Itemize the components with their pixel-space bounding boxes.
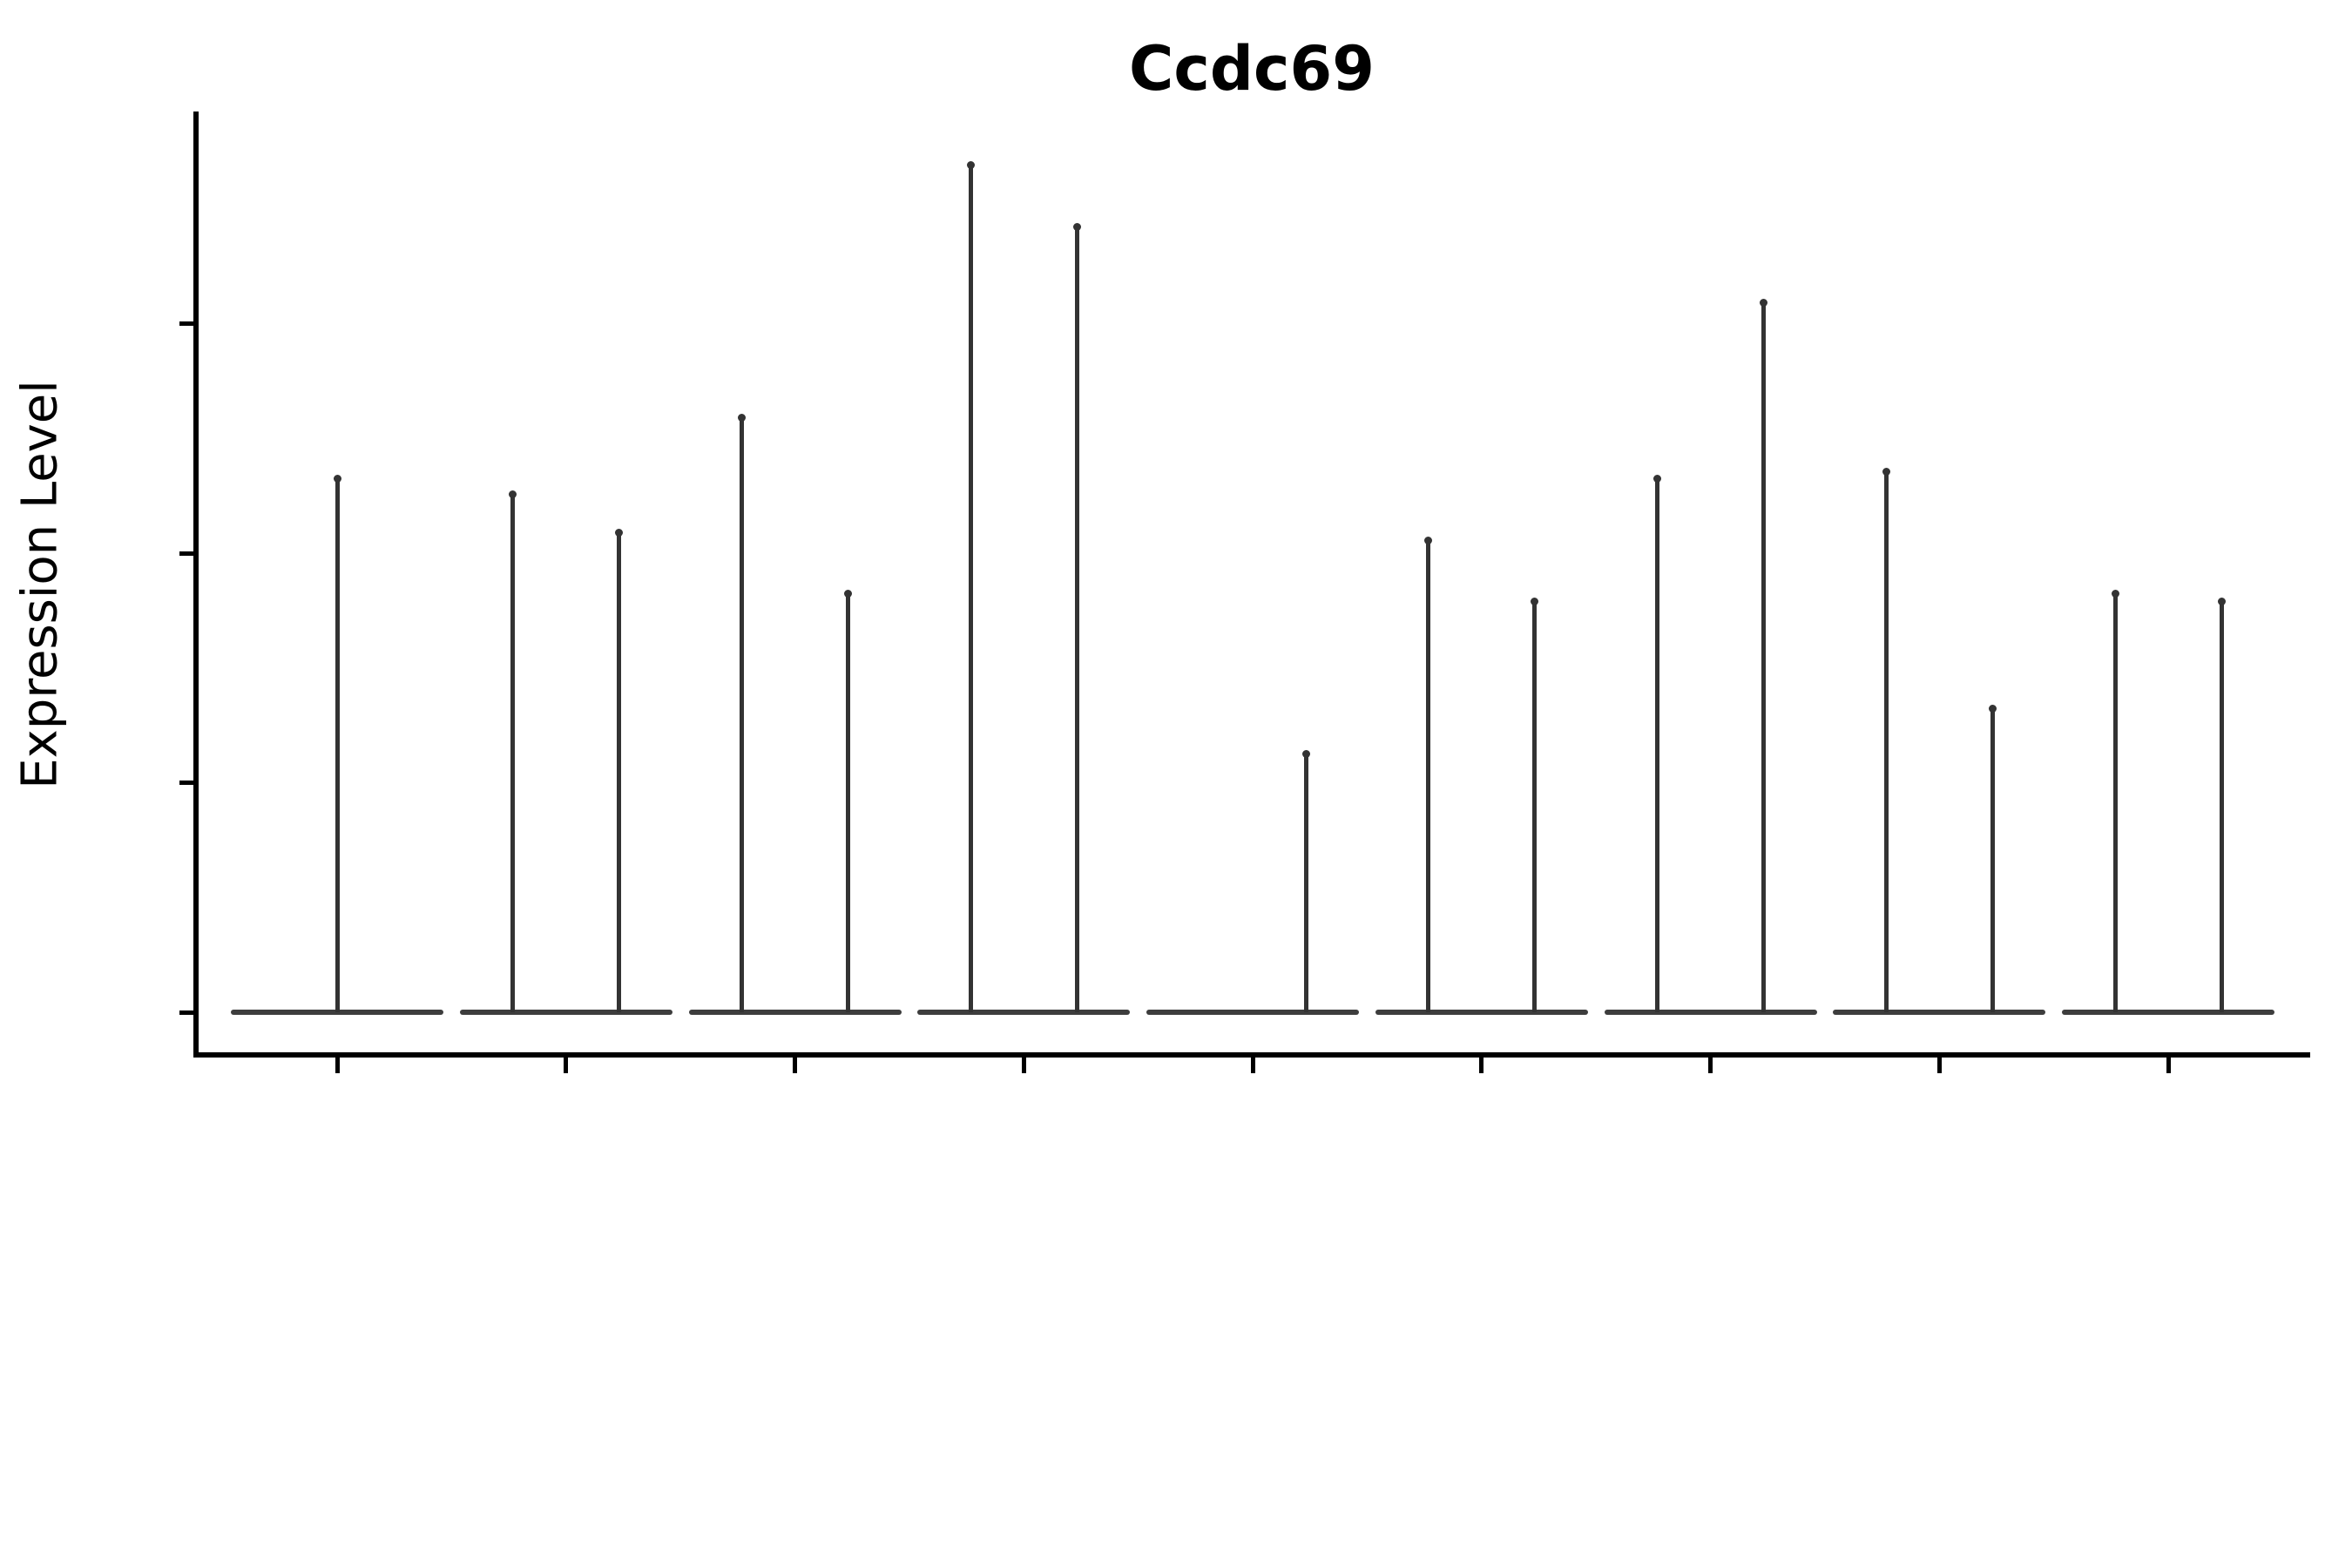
x-tick-mark xyxy=(1708,1058,1713,1073)
x-tick-mark xyxy=(2166,1058,2171,1073)
violin-spike xyxy=(1883,469,1889,1012)
x-tick-mark xyxy=(1936,1058,1942,1073)
violin-base xyxy=(2062,1010,2274,1015)
violin-spike-cap xyxy=(2111,590,2119,598)
violin-spike xyxy=(1074,224,1079,1012)
violin-base xyxy=(459,1010,672,1015)
y-tick-mark xyxy=(179,781,193,786)
violin-spike-cap xyxy=(2217,597,2226,605)
x-tick-mark xyxy=(1250,1058,1255,1073)
violin-spike-cap xyxy=(1301,750,1310,759)
violin-spike xyxy=(617,530,622,1012)
violin-spike-cap xyxy=(1424,536,1433,544)
violin-spike-cap xyxy=(844,590,852,598)
y-tick-mark xyxy=(179,1010,193,1015)
violin-spike xyxy=(968,163,973,1012)
x-axis-spine xyxy=(193,1052,2310,1058)
y-tick-mark xyxy=(179,321,193,327)
violin-base xyxy=(1375,1010,1588,1015)
violin-spike xyxy=(1426,537,1431,1012)
violin-spike-cap xyxy=(1882,467,1890,476)
violin-base xyxy=(1146,1010,1359,1015)
violin-spike xyxy=(2219,598,2224,1012)
violin-spike xyxy=(1532,598,1538,1012)
violin-spike xyxy=(2112,591,2118,1012)
violin-spike xyxy=(1655,476,1659,1012)
violin-spike-cap xyxy=(1531,597,1539,605)
violin-spike-cap xyxy=(509,490,517,498)
violin-spike-cap xyxy=(738,414,746,422)
y-axis-title: Expression Level xyxy=(11,380,69,789)
violin-spike xyxy=(510,491,516,1012)
violin-base xyxy=(231,1010,443,1015)
violin-spike-cap xyxy=(1653,475,1661,483)
violin-base xyxy=(1833,1010,2046,1015)
x-tick-mark xyxy=(1021,1058,1026,1073)
violin-base xyxy=(917,1010,1131,1015)
violin-spike xyxy=(1303,752,1308,1012)
violin-spike xyxy=(335,476,340,1012)
chart-title: Ccdc69 xyxy=(1129,33,1375,105)
violin-spike xyxy=(846,591,850,1012)
violin-spike-cap xyxy=(1988,704,1997,713)
y-axis-spine xyxy=(193,112,199,1058)
violin-spike-cap xyxy=(615,528,624,537)
x-tick-mark xyxy=(335,1058,340,1073)
x-tick-mark xyxy=(564,1058,569,1073)
violin-spike xyxy=(740,416,744,1012)
violin-spike-cap xyxy=(1760,299,1767,308)
violin-base xyxy=(1604,1010,1817,1015)
violin-spike xyxy=(1761,301,1766,1012)
violin-base xyxy=(688,1010,902,1015)
x-tick-mark xyxy=(1479,1058,1484,1073)
violin-spike xyxy=(1990,706,1995,1012)
violin-spike-cap xyxy=(1072,222,1081,231)
violin-spike-cap xyxy=(333,475,341,483)
x-tick-mark xyxy=(793,1058,797,1073)
violin-spike-cap xyxy=(966,161,975,170)
y-tick-mark xyxy=(179,551,193,556)
